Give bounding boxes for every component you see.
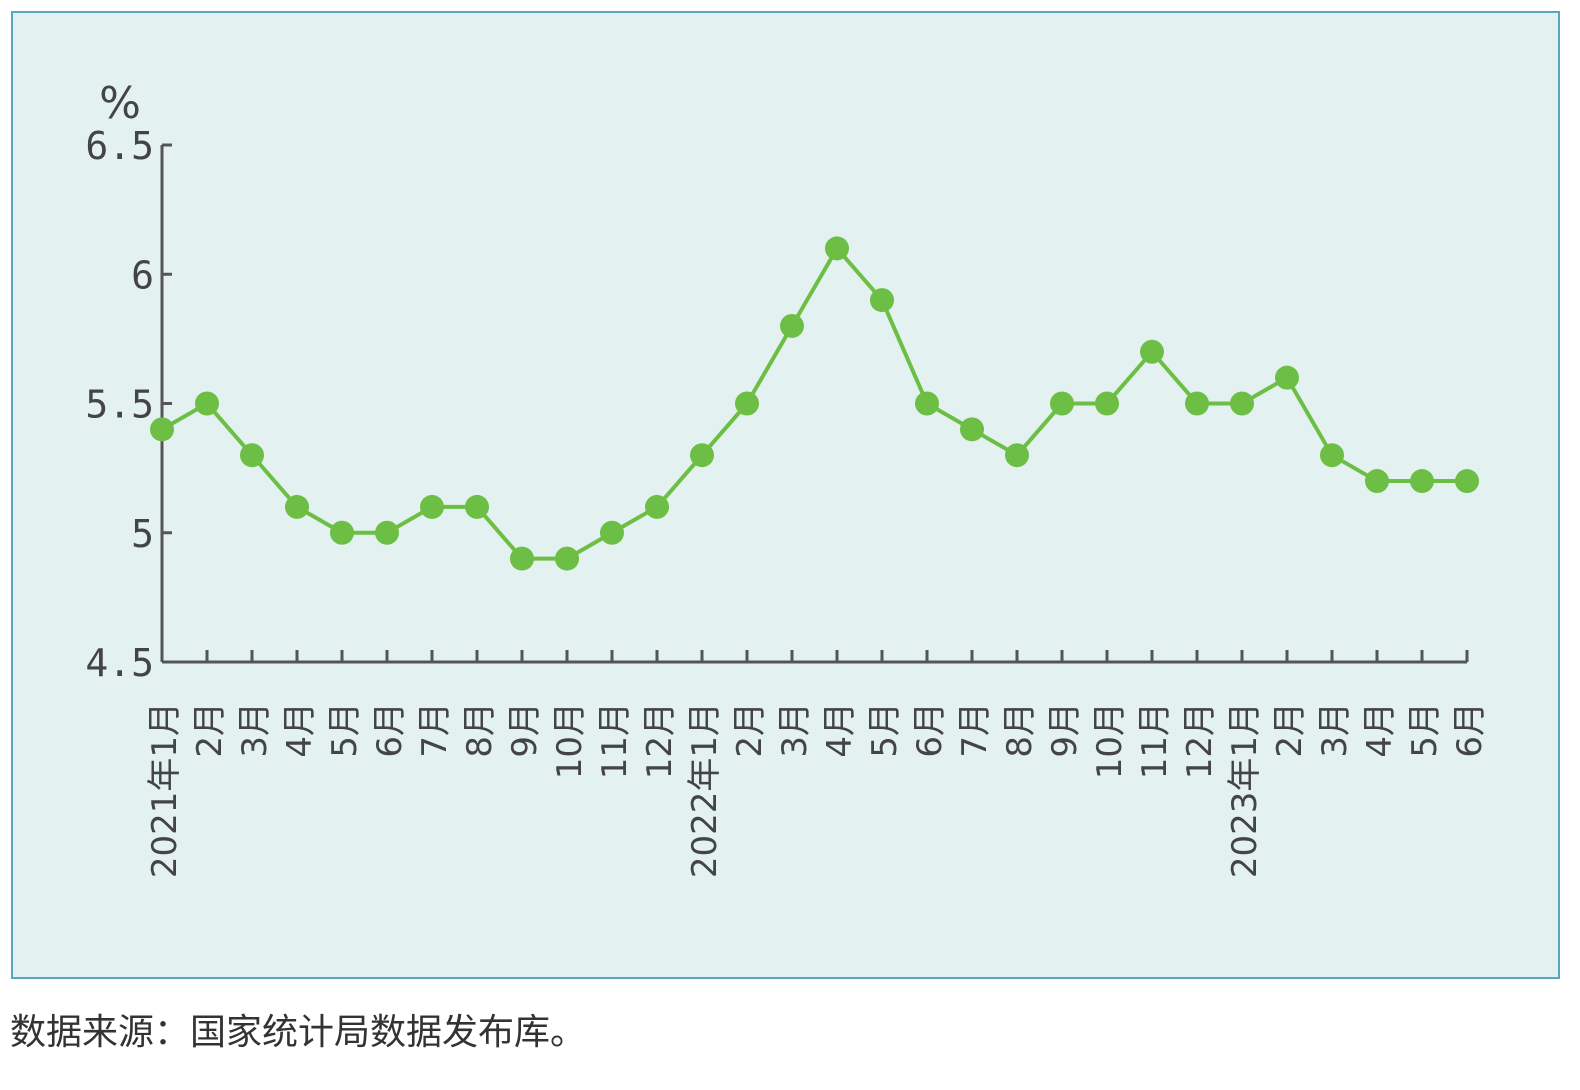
data-point bbox=[870, 288, 894, 313]
data-point bbox=[465, 494, 489, 519]
y-axis-unit-label: % bbox=[99, 78, 141, 129]
x-tick-label: 4月 bbox=[820, 702, 860, 758]
x-tick-label: 4月 bbox=[280, 702, 320, 758]
x-tick-label: 11月 bbox=[1135, 702, 1175, 779]
data-point bbox=[1365, 469, 1389, 494]
x-tick-label: 8月 bbox=[460, 702, 500, 758]
data-point bbox=[285, 494, 309, 519]
data-point bbox=[1005, 443, 1029, 468]
data-point bbox=[555, 546, 579, 571]
x-tick-label: 7月 bbox=[955, 702, 995, 758]
y-tick-label: 5 bbox=[131, 512, 154, 556]
x-tick-label: 6月 bbox=[910, 702, 950, 758]
x-tick-label: 9月 bbox=[505, 702, 545, 758]
x-tick-label: 6月 bbox=[370, 702, 410, 758]
series-line bbox=[161, 246, 1467, 561]
x-tick-label: 2022年1月 bbox=[685, 702, 725, 878]
y-tick-label: 6 bbox=[131, 253, 154, 297]
data-point bbox=[1095, 391, 1119, 416]
x-tick-label: 3月 bbox=[1315, 702, 1355, 758]
x-tick-label: 8月 bbox=[1000, 702, 1040, 758]
y-tick-label: 6.5 bbox=[85, 124, 154, 168]
data-point bbox=[1275, 365, 1299, 390]
data-point bbox=[600, 520, 624, 545]
data-point bbox=[1230, 391, 1254, 416]
x-tick-label: 2月 bbox=[730, 702, 770, 758]
x-tick-label: 9月 bbox=[1045, 702, 1085, 758]
data-point bbox=[240, 443, 264, 468]
y-tick-label: 4.5 bbox=[85, 641, 154, 685]
x-axis-labels: 2021年1月 2月 3月 4月 5月 6月 7月 8月 9月 10月 11月 12月 2022年1月 2… bbox=[145, 702, 1490, 878]
data-point bbox=[780, 313, 804, 338]
data-point bbox=[510, 546, 534, 571]
data-point bbox=[330, 520, 354, 545]
chart-panel bbox=[11, 11, 1560, 979]
data-point bbox=[960, 417, 984, 442]
data-point bbox=[1185, 391, 1209, 416]
data-point bbox=[735, 391, 759, 416]
data-point bbox=[825, 236, 849, 261]
data-point bbox=[1050, 391, 1074, 416]
x-tick-label: 5月 bbox=[325, 702, 365, 758]
x-tick-label: 3月 bbox=[775, 702, 815, 758]
x-tick-label: 11月 bbox=[595, 702, 635, 779]
x-tick-label: 3月 bbox=[235, 702, 275, 758]
data-point bbox=[690, 443, 714, 468]
data-point bbox=[1455, 469, 1479, 494]
data-point bbox=[150, 417, 174, 442]
x-tick-label: 12月 bbox=[640, 702, 680, 779]
data-point bbox=[645, 494, 669, 519]
x-tick-label: 4月 bbox=[1360, 702, 1400, 758]
axes: 6.5 6 5.5 5 4.5 bbox=[85, 124, 1469, 685]
line-chart: % 6.565.554.5 2021年1月 2月 3月 4月 5月 6月 7月 8月 9月 10月… bbox=[85, 78, 1490, 878]
x-tick-label: 2023年1月 bbox=[1225, 702, 1265, 878]
x-tick-label: 12月 bbox=[1180, 702, 1220, 779]
data-point bbox=[1320, 443, 1344, 468]
data-point bbox=[915, 391, 939, 416]
data-point bbox=[1140, 339, 1164, 364]
x-tick-label: 7月 bbox=[415, 702, 455, 758]
x-tick-label: 10月 bbox=[550, 702, 590, 779]
x-tick-label: 6月 bbox=[1450, 702, 1490, 758]
source-note: 数据来源：国家统计局数据发布库。 bbox=[10, 1012, 587, 1053]
x-tick-label: 10月 bbox=[1090, 702, 1130, 779]
y-tick-label: 5.5 bbox=[85, 383, 154, 427]
data-point bbox=[195, 391, 219, 416]
x-tick-label: 2月 bbox=[190, 702, 230, 758]
data-point bbox=[420, 494, 444, 519]
series-layer bbox=[150, 236, 1479, 571]
x-tick-label: 5月 bbox=[865, 702, 905, 758]
x-tick-label: 2021年1月 bbox=[145, 702, 185, 878]
data-point bbox=[1410, 469, 1434, 494]
data-point bbox=[375, 520, 399, 545]
x-tick-label: 2月 bbox=[1270, 702, 1310, 758]
x-tick-label: 5月 bbox=[1405, 702, 1445, 758]
